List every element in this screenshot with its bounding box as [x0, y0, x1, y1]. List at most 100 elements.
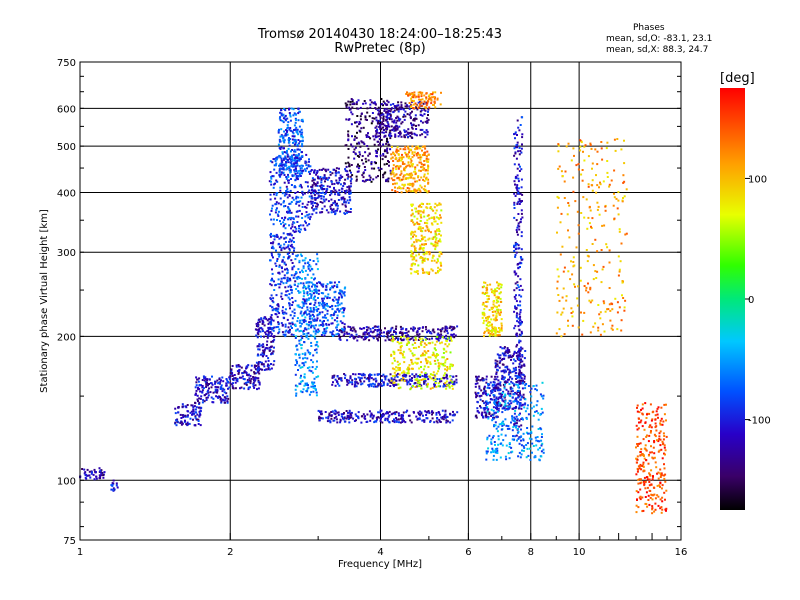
data-point	[298, 259, 301, 262]
data-point	[298, 339, 301, 342]
data-point	[278, 253, 281, 256]
data-point	[400, 328, 403, 331]
data-point	[513, 406, 516, 409]
data-point	[328, 414, 331, 417]
data-point	[323, 174, 326, 177]
data-point	[341, 175, 344, 178]
data-point	[403, 371, 406, 374]
data-point	[400, 159, 403, 162]
data-point	[415, 210, 418, 213]
data-point	[517, 396, 519, 399]
data-point	[81, 468, 84, 470]
data-point	[431, 216, 433, 219]
data-point	[261, 352, 264, 355]
data-point	[319, 185, 322, 188]
data-point	[401, 371, 403, 374]
data-point	[337, 199, 340, 201]
data-point	[305, 221, 307, 224]
data-point	[255, 328, 258, 331]
data-point	[481, 311, 484, 314]
data-point	[231, 372, 234, 374]
data-point	[395, 127, 398, 130]
data-point	[497, 401, 500, 403]
data-point	[378, 113, 381, 116]
data-point	[397, 412, 400, 415]
data-point	[277, 202, 280, 205]
data-point	[295, 197, 298, 200]
data-point	[444, 337, 447, 340]
data-point	[479, 379, 482, 382]
data-point	[416, 222, 419, 225]
data-point	[483, 335, 485, 338]
data-point	[399, 118, 402, 121]
data-point	[430, 242, 433, 245]
data-point	[351, 329, 354, 332]
data-point	[481, 291, 484, 294]
data-point	[394, 190, 397, 192]
data-point	[408, 102, 411, 104]
data-point	[281, 217, 284, 220]
data-point	[505, 349, 508, 352]
data-point	[513, 201, 516, 204]
data-point	[398, 125, 401, 128]
data-point	[428, 411, 431, 414]
data-point	[279, 135, 282, 138]
data-point	[394, 384, 397, 386]
data-point	[415, 379, 418, 382]
data-point	[366, 134, 369, 137]
data-point	[455, 378, 458, 381]
data-point	[387, 415, 390, 418]
data-point	[277, 143, 280, 146]
data-point	[252, 376, 255, 378]
data-point	[422, 269, 424, 272]
data-point	[315, 348, 318, 351]
data-point	[303, 341, 306, 344]
data-point	[438, 335, 441, 337]
data-point	[280, 171, 283, 174]
data-point	[333, 291, 336, 294]
data-point	[390, 118, 393, 121]
data-point	[418, 210, 421, 213]
data-point	[435, 420, 438, 423]
data-point	[184, 415, 187, 418]
data-point	[346, 103, 349, 106]
data-point	[365, 179, 368, 181]
data-point	[206, 379, 209, 382]
data-point	[520, 407, 523, 410]
data-point	[317, 195, 320, 198]
data-point	[395, 369, 398, 372]
data-point	[286, 233, 289, 235]
data-point	[175, 424, 178, 427]
data-point	[506, 351, 509, 354]
data-point	[409, 174, 411, 177]
data-point	[438, 364, 441, 367]
data-point	[343, 201, 345, 204]
data-point	[291, 174, 294, 177]
data-point	[510, 402, 513, 405]
data-point	[346, 383, 349, 386]
data-point	[92, 473, 95, 476]
data-point	[267, 326, 270, 329]
data-point	[257, 348, 260, 351]
data-point	[273, 308, 276, 311]
data-point	[445, 419, 448, 422]
data-point	[412, 235, 414, 238]
data-point	[379, 142, 381, 145]
data-point	[500, 329, 503, 332]
data-point	[322, 306, 325, 309]
data-point	[290, 333, 293, 336]
data-point	[408, 364, 411, 367]
data-point	[436, 242, 439, 245]
data-point	[354, 336, 357, 339]
data-point	[349, 189, 352, 192]
data-point	[303, 192, 306, 195]
data-point	[354, 383, 357, 386]
data-point	[323, 175, 326, 178]
data-point	[423, 382, 425, 385]
data-point	[434, 243, 437, 246]
data-point	[290, 107, 293, 110]
data-point	[364, 151, 367, 154]
data-point	[308, 223, 311, 226]
data-point	[420, 354, 422, 357]
data-point	[273, 360, 276, 363]
